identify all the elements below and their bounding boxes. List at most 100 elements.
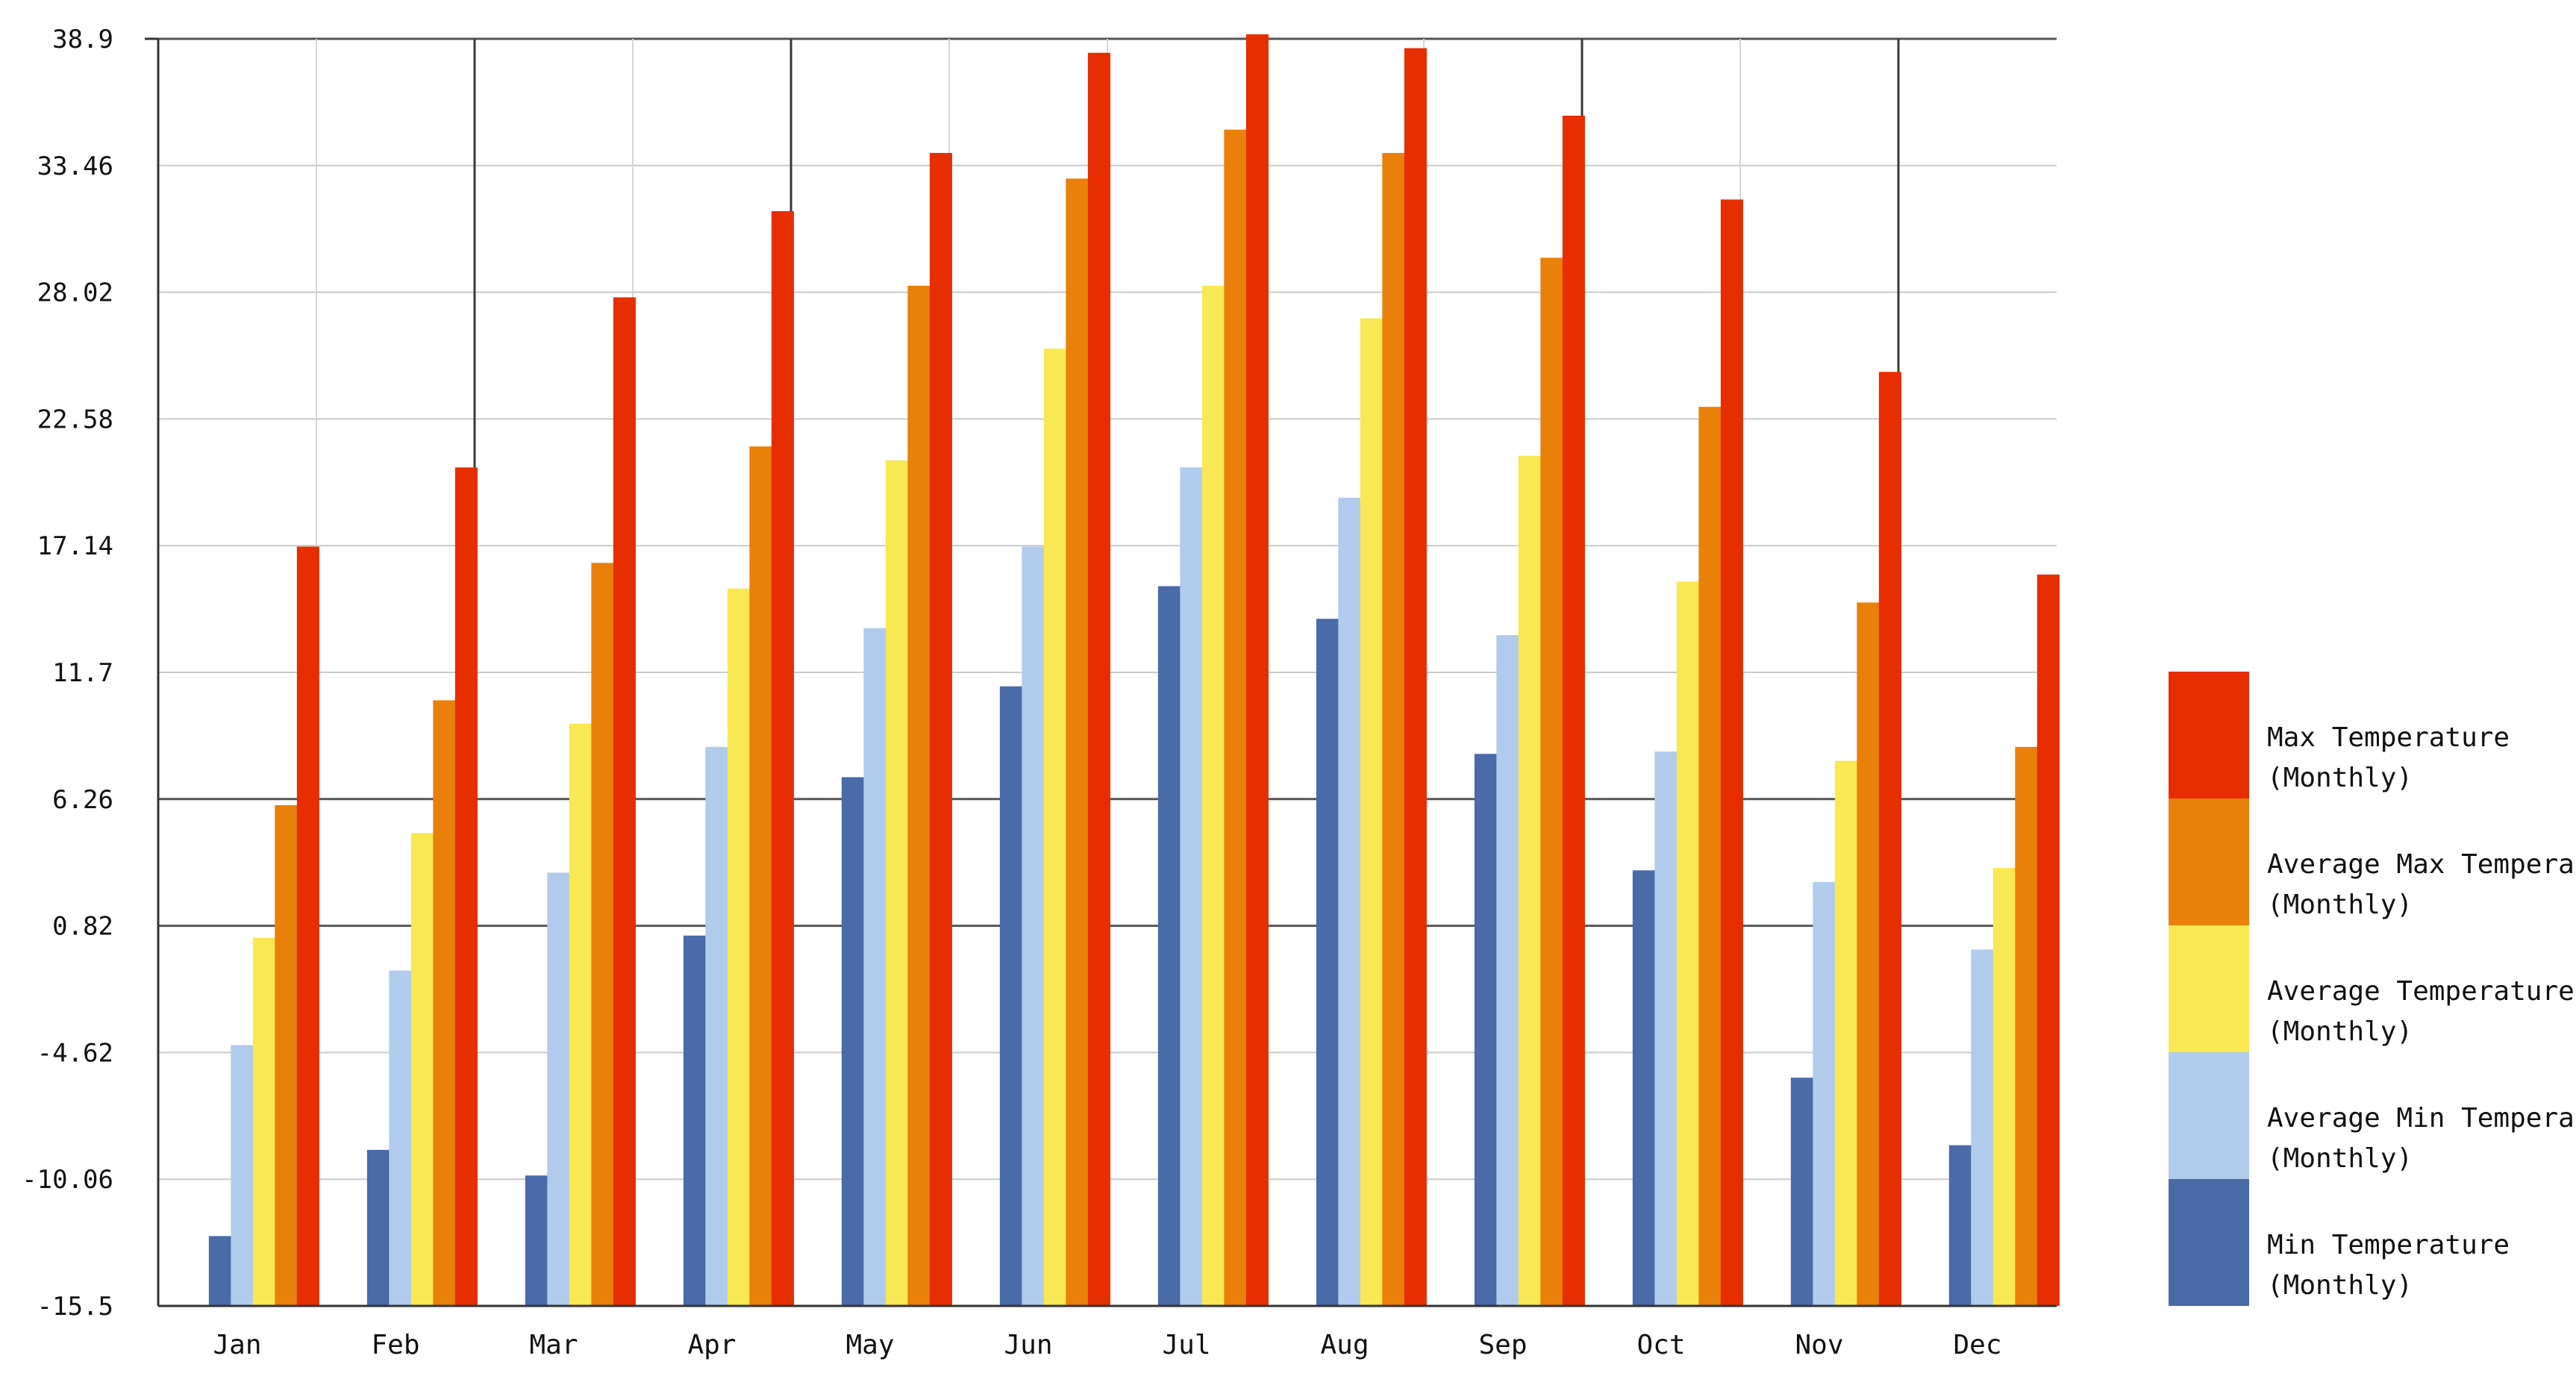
y-tick-label: 33.46 (37, 151, 113, 181)
bar (1180, 467, 1203, 1307)
bar (749, 446, 772, 1306)
bar (231, 1045, 254, 1306)
y-tick-label: 22.58 (37, 404, 113, 434)
x-tick-label: May (845, 1330, 894, 1360)
bar (1404, 48, 1427, 1306)
bar (1676, 581, 1699, 1306)
bar (1878, 372, 1901, 1307)
bar (366, 1149, 390, 1306)
bar (1518, 455, 1541, 1306)
y-tick-label: -10.06 (22, 1165, 113, 1195)
x-tick-label: Jan (213, 1330, 261, 1360)
y-tick-label: 6.26 (52, 785, 113, 815)
bar (569, 723, 592, 1306)
x-tick-label: Mar (529, 1330, 578, 1360)
bar (591, 563, 614, 1306)
bar (1720, 199, 1743, 1306)
bar (613, 297, 636, 1306)
y-tick-label: 11.7 (52, 658, 113, 688)
bar (296, 546, 319, 1306)
bar (1632, 870, 1655, 1306)
bar (1224, 129, 1247, 1307)
x-tick-label: Jul (1162, 1330, 1210, 1360)
bar (1496, 635, 1519, 1306)
bar (1043, 348, 1066, 1307)
bar (1971, 949, 1994, 1306)
bar (1474, 754, 1497, 1306)
x-tick-label: Apr (687, 1330, 736, 1360)
legend-label: Average Max Temperature (2267, 849, 2576, 880)
bar (1698, 407, 1722, 1306)
bar (1201, 285, 1225, 1306)
bar (525, 1175, 548, 1306)
bar (1022, 546, 1045, 1306)
x-tick-label: Aug (1320, 1330, 1369, 1360)
bars (208, 34, 2060, 1307)
y-tick-label: 38.9 (52, 25, 113, 54)
bar (2015, 746, 2038, 1306)
x-tick-label: Jun (1004, 1330, 1052, 1360)
legend-swatch (2169, 1179, 2249, 1306)
bar (410, 833, 434, 1306)
y-tick-label: 0.82 (52, 912, 113, 942)
bar (863, 628, 887, 1306)
x-tick-label: Oct (1636, 1330, 1685, 1360)
bar (1813, 881, 1836, 1306)
bar (1540, 257, 1563, 1306)
bar (1066, 178, 1089, 1306)
bar (1948, 1145, 1972, 1306)
y-tick-label: -4.62 (37, 1038, 113, 1068)
bar (389, 970, 412, 1306)
legend: Max Temperature (Monthly) Average Max Temp… (2169, 672, 2576, 1306)
x-tick-label: Dec (1953, 1330, 2001, 1360)
bar (885, 460, 908, 1307)
x-tick-label: Sep (1478, 1330, 1527, 1360)
legend-label: (Monthly) (2267, 1270, 2413, 1301)
y-tick-label: -15.5 (37, 1292, 113, 1322)
legend-swatch (2169, 672, 2249, 798)
bar (1834, 760, 1857, 1306)
legend-swatch (2169, 1052, 2249, 1179)
bar (771, 210, 794, 1307)
legend-label: (Monthly) (2267, 1143, 2413, 1174)
bar (1360, 318, 1383, 1306)
legend-label: Average Temperature (2267, 976, 2575, 1007)
bar (841, 777, 864, 1306)
bar (1382, 152, 1405, 1307)
bar (1790, 1078, 1813, 1306)
bar (2036, 574, 2060, 1306)
axes: 38.9 33.46 28.02 22.58 17.14 11.7 6.26 0.82 -4.6… (22, 25, 2057, 1360)
bar (1992, 868, 2016, 1306)
legend-label: (Monthly) (2267, 763, 2413, 793)
legend-label: (Monthly) (2267, 1016, 2413, 1047)
y-tick-label: 17.14 (37, 531, 113, 561)
bar (252, 937, 275, 1306)
bar (1316, 619, 1339, 1306)
bar (433, 700, 456, 1306)
bar (907, 285, 931, 1306)
legend-label: Max Temperature (2267, 722, 2510, 753)
x-tick-label: Nov (1795, 1330, 1843, 1360)
bar (547, 872, 570, 1306)
bar (705, 746, 728, 1306)
bar (1157, 586, 1181, 1306)
bar (208, 1236, 231, 1306)
legend-swatch (2169, 798, 2249, 925)
legend-label: Average Min Temperature (2267, 1103, 2576, 1134)
bar (683, 935, 706, 1306)
bar (727, 588, 750, 1306)
bar (275, 804, 298, 1306)
bar (454, 467, 478, 1307)
bar (1562, 116, 1585, 1307)
bar (1245, 34, 1269, 1306)
y-tick-label: 28.02 (37, 278, 113, 308)
legend-label: (Monthly) (2267, 890, 2413, 920)
bar (1857, 602, 1880, 1306)
legend-label: Min Temperature (2267, 1230, 2510, 1260)
bar (1338, 497, 1361, 1306)
x-tick-label: Feb (371, 1330, 419, 1360)
bar (1654, 751, 1678, 1306)
bar (999, 686, 1022, 1306)
